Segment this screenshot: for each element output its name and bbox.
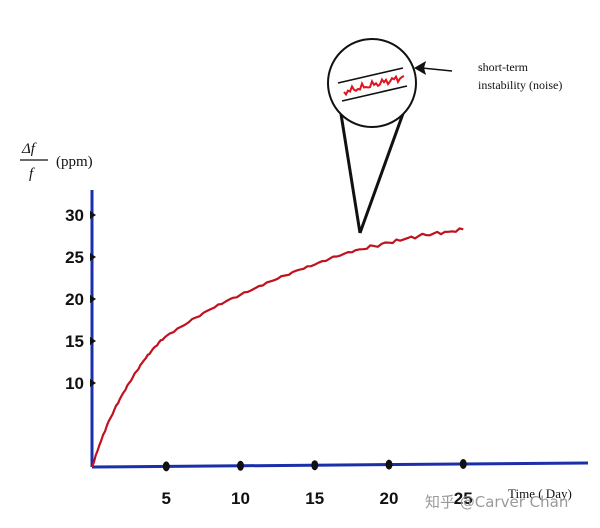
xlabel: Time ( Day) (508, 486, 572, 501)
watermark: 知乎 @Carver Chan (425, 493, 568, 511)
y-tick-label: 25 (65, 248, 84, 267)
annotation-line-2: instability (noise) (478, 78, 562, 92)
x-axis (91, 461, 589, 469)
annotation-arrow-line (421, 67, 453, 72)
noise-trace (343, 74, 405, 97)
y-tick-label: 10 (65, 374, 84, 393)
y-tick-label: 30 (65, 206, 84, 225)
x-ticks: 5 10 15 20 25 (162, 459, 473, 508)
x-tick-label: 10 (231, 489, 250, 508)
annotation-arrowhead (414, 61, 426, 75)
x-tick-label: 5 (162, 489, 171, 508)
noise-callout (327, 38, 453, 234)
y-tick-label: 20 (65, 290, 84, 309)
noise-band-top (337, 67, 404, 84)
x-tick-mark (237, 460, 244, 471)
callout-cone-left (339, 113, 362, 234)
y-ticks: 10 15 20 25 30 (65, 206, 96, 393)
x-tick-label: 20 (380, 489, 399, 508)
y-tick-mark (90, 379, 96, 387)
y-tick-mark (90, 337, 96, 345)
y-tick-mark (90, 295, 96, 303)
x-tick-label: 15 (305, 489, 324, 508)
x-tick-mark (162, 461, 170, 472)
annotation-line-1: short-term (478, 60, 529, 74)
callout-cone-right (358, 107, 407, 234)
ylabel-unit: (ppm) (56, 154, 93, 170)
x-tick-label: 25 (454, 489, 473, 508)
x-tick-mark (311, 460, 319, 471)
y-tick-label: 15 (65, 332, 84, 351)
series-line (90, 227, 464, 468)
y-tick-mark (90, 253, 96, 261)
noise-band-bottom (341, 85, 408, 102)
x-tick-mark (459, 459, 467, 470)
ylabel-delta-f: Δf (21, 141, 37, 157)
y-tick-mark (90, 211, 96, 219)
ylabel-f: f (29, 166, 35, 182)
x-tick-mark (385, 459, 393, 470)
